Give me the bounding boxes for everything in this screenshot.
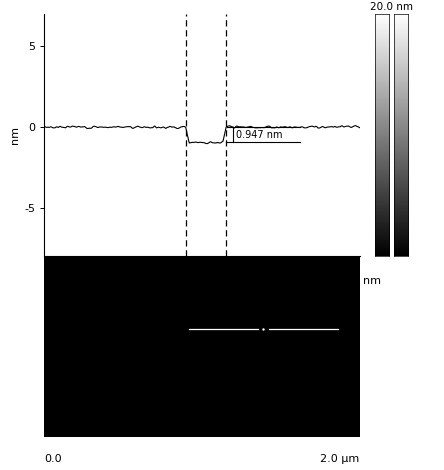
Text: 0.0: 0.0 bbox=[44, 454, 62, 463]
Text: 20.0 nm: 20.0 nm bbox=[370, 2, 413, 12]
Text: nm: nm bbox=[363, 275, 381, 285]
Text: 0.947 nm: 0.947 nm bbox=[236, 130, 282, 140]
Text: 2.0 μm: 2.0 μm bbox=[321, 454, 360, 463]
Y-axis label: nm: nm bbox=[10, 126, 20, 144]
